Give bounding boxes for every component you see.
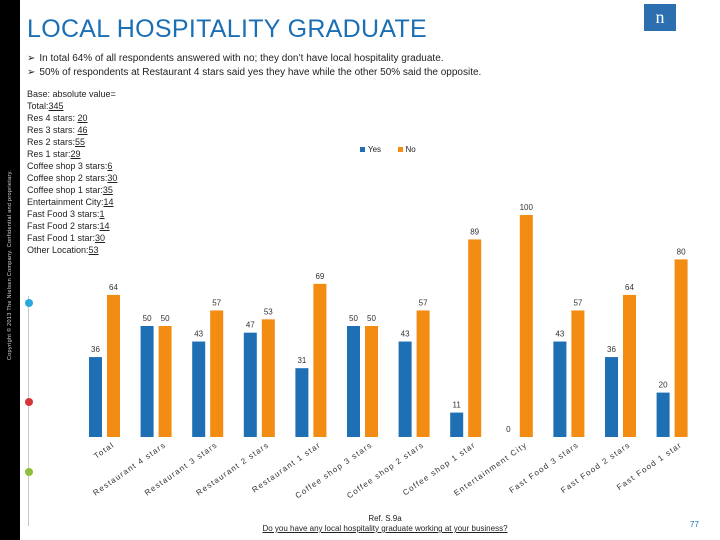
data-label-yes: 50 (349, 314, 358, 323)
legend-swatch-no (397, 147, 403, 153)
bullet-item: ➢ In total 64% of all respondents answere… (27, 52, 481, 66)
page-title: LOCAL HOSPITALITY GRADUATE (27, 15, 428, 43)
data-label-yes: 43 (555, 330, 564, 339)
data-label-no: 64 (109, 283, 118, 292)
data-label-yes: 50 (143, 314, 152, 323)
data-label-no: 80 (677, 247, 686, 256)
data-label-yes: 11 (453, 401, 462, 410)
base-row: Other Location:53 (27, 245, 99, 255)
side-bar (0, 0, 20, 540)
base-row: Fast Food 3 stars:1 (27, 209, 105, 219)
chart-legend: Yes No (360, 145, 416, 154)
data-label-no: 69 (315, 272, 324, 281)
bar-no (158, 326, 172, 437)
data-label-yes: 43 (194, 330, 203, 339)
reference-text: Ref. S.9a (368, 514, 402, 523)
data-label-no: 50 (161, 314, 170, 323)
data-label-no: 57 (212, 298, 221, 307)
bar-yes (450, 412, 464, 437)
data-label-yes: 47 (246, 321, 255, 330)
data-label-no: 50 (367, 314, 376, 323)
bar-yes (347, 326, 360, 437)
bar-no (107, 294, 120, 437)
page-number: 77 (690, 520, 699, 529)
arrow-bullet-icon: ➢ (27, 67, 36, 78)
base-row: Entertainment City:14 (27, 197, 114, 207)
data-label-no: 57 (419, 298, 428, 307)
chart-footer: Ref. S.9a Do you have any local hospital… (235, 514, 535, 534)
question-text: Do you have any local hospitality gradua… (262, 524, 508, 533)
bar-yes (192, 341, 206, 437)
base-row: Total:345 (27, 101, 64, 111)
bar-no (468, 239, 482, 437)
base-row: Fast Food 1 star:30 (27, 233, 106, 243)
base-row: Coffee shop 2 stars:30 (27, 173, 118, 183)
data-label-yes: 36 (607, 345, 616, 354)
bullet-text: In total 64% of all respondents answered… (39, 53, 444, 64)
base-row: Res 3 stars: 46 (27, 125, 88, 135)
bar-no (210, 310, 224, 437)
data-label-no: 100 (520, 203, 534, 212)
base-row: Res 4 stars: 20 (27, 113, 88, 123)
base-row: Coffee shop 3 stars:6 (27, 161, 113, 171)
bar-no (365, 326, 378, 437)
data-label-yes: 0 (506, 425, 511, 434)
bar-yes (140, 326, 154, 437)
base-row: Res 1 star:29 (27, 149, 81, 159)
bar-no (313, 283, 327, 437)
bar-no (623, 294, 636, 437)
base-row: Fast Food 2 stars:14 (27, 221, 110, 231)
data-label-no: 57 (573, 298, 582, 307)
green-dot (25, 468, 33, 476)
base-info: Base: absolute value= Total:345 Res 4 st… (27, 88, 117, 256)
bar-yes (553, 341, 567, 437)
bar-yes (89, 357, 102, 437)
bullet-list: ➢ In total 64% of all respondents answere… (27, 52, 481, 80)
bar-yes (243, 332, 257, 437)
bar-yes (656, 392, 670, 437)
bullet-item: ➢ 50% of respondents at Restaurant 4 star… (27, 66, 481, 80)
x-tick-label: Total (92, 440, 116, 461)
nielsen-logo: n (644, 4, 676, 31)
legend-label-yes: Yes (368, 145, 382, 155)
bar-yes (398, 341, 412, 437)
data-label-no: 64 (625, 283, 634, 292)
blue-dot (25, 299, 33, 307)
bar-yes (295, 368, 309, 437)
base-row: Res 2 stars:55 (27, 137, 86, 147)
data-label-yes: 43 (401, 330, 410, 339)
red-dot (25, 398, 33, 406)
data-label-no: 89 (470, 227, 479, 236)
bar-no (674, 259, 688, 437)
bar-no (416, 310, 430, 437)
bar-no (519, 215, 533, 437)
bullet-text: 50% of respondents at Restaurant 4 stars… (39, 67, 482, 78)
side-divider (28, 296, 29, 526)
legend-swatch-yes (360, 147, 365, 153)
bar-no (571, 310, 585, 437)
bar-no (261, 319, 275, 437)
base-heading: Base: absolute value= (27, 89, 116, 99)
bar-yes (605, 357, 618, 437)
data-label-yes: 31 (297, 356, 306, 365)
base-row: Coffee shop 1 star:35 (27, 185, 113, 195)
arrow-bullet-icon: ➢ (27, 53, 36, 64)
legend-label-no: No (405, 145, 416, 155)
data-label-yes: 20 (659, 381, 668, 390)
data-label-no: 53 (264, 307, 273, 316)
data-label-yes: 36 (91, 345, 100, 354)
